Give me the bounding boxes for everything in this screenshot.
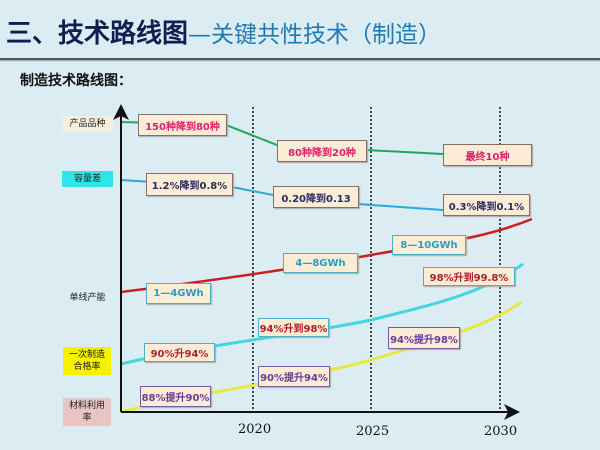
milestone-material-utilization-3: 94%提升98%	[388, 327, 460, 349]
row-label-product-variety: 产品品种	[62, 116, 113, 132]
milestone-first-pass-yield-2: 94%升到98%	[258, 318, 329, 337]
row-label-capacity-difference: 容量差	[62, 171, 113, 187]
line-single-line-capacity	[120, 217, 533, 294]
milestone-product-variety-2: 80种降到20种	[277, 140, 367, 162]
section-subtitle: 制造技术路线图：	[20, 73, 132, 89]
milestone-single-line-capacity-1: 1—4GWh	[146, 283, 211, 304]
milestone-single-line-capacity-3: 8—10GWh	[392, 235, 466, 255]
year-label-2020: 2020	[238, 422, 272, 437]
milestone-product-variety-3: 最终10种	[443, 144, 532, 166]
page-title: 三、技术路线图—关键共性技术（制造）	[6, 18, 441, 51]
milestone-product-variety-1: 150种降到80种	[138, 114, 227, 136]
title-divider	[0, 58, 600, 60]
row-label-single-line-capacity: 单线产能	[69, 293, 106, 303]
year-label-2025: 2025	[356, 424, 390, 439]
milestone-capacity-difference-1: 1.2%降到0.8%	[146, 173, 233, 196]
title-sub: —关键共性技术（制造）	[188, 22, 442, 48]
title-main: 三、技术路线图	[6, 19, 189, 49]
milestone-material-utilization-1: 88%提升90%	[140, 386, 211, 407]
milestone-single-line-capacity-2: 4—8GWh	[283, 253, 358, 273]
milestone-first-pass-yield-3: 98%升到99.8%	[423, 267, 515, 286]
row-label-first-pass-yield: 一次制造合格率	[63, 347, 111, 375]
milestone-first-pass-yield-1: 90%升94%	[144, 343, 215, 362]
milestone-capacity-difference-2: 0.20降到0.13	[273, 186, 359, 208]
year-label-2030: 2030	[484, 424, 518, 439]
milestone-capacity-difference-3: 0.3%降到0.1%	[443, 194, 530, 216]
milestone-material-utilization-2: 90%提升94%	[258, 366, 330, 387]
row-label-material-utilization: 材料利用率	[63, 398, 111, 426]
